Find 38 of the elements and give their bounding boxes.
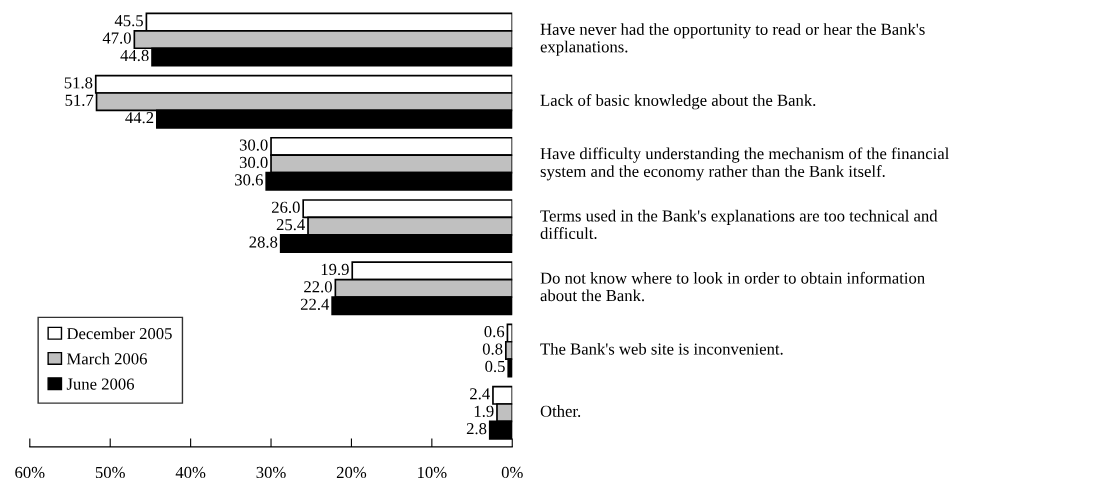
data-label: 2.4 bbox=[470, 388, 490, 400]
data-label: 22.0 bbox=[304, 281, 332, 293]
data-label: 47.0 bbox=[102, 32, 131, 44]
x-tick-label: 20% bbox=[336, 466, 367, 479]
y-tick-label: Have difficulty understanding the mechanism of the financial system and the economy rather than the Bank itself. bbox=[540, 147, 949, 181]
x-tick-label: 60% bbox=[15, 466, 45, 479]
y-tick-label: Terms used in the Bank's explanations are too technical and difficult. bbox=[540, 209, 938, 240]
data-label: 30.0 bbox=[239, 139, 268, 151]
y-tick-label: Other. bbox=[540, 405, 581, 417]
data-label: 0.8 bbox=[482, 343, 503, 355]
y-tick-label: The Bank's web site is inconvenient. bbox=[540, 342, 783, 355]
data-label: 30.6 bbox=[235, 174, 263, 186]
data-label: 44.2 bbox=[125, 112, 154, 124]
x-tick-label: 10% bbox=[418, 466, 447, 479]
data-label: 28.8 bbox=[249, 236, 278, 248]
y-tick-label: Have never had the opportunity to read or hear the Bank's explanations. bbox=[540, 23, 925, 56]
y-tick-label: Lack of basic knowledge about the Bank. bbox=[540, 94, 816, 110]
legend-label: June 2006 bbox=[66, 378, 135, 390]
x-tick-label: 50% bbox=[95, 466, 125, 479]
data-label: 30.0 bbox=[239, 156, 268, 169]
x-tick-label: 40% bbox=[175, 466, 206, 479]
data-label: 1.9 bbox=[474, 405, 494, 417]
data-label: 19.9 bbox=[321, 263, 349, 276]
data-label: 0.6 bbox=[484, 325, 505, 338]
data-label: 25.4 bbox=[276, 219, 305, 231]
data-label: 45.5 bbox=[114, 15, 143, 27]
x-tick-label: 0% bbox=[501, 466, 523, 479]
data-label: 26.0 bbox=[271, 201, 300, 213]
data-label: 2.8 bbox=[466, 423, 487, 435]
legend-label: March 2006 bbox=[66, 352, 147, 365]
legend-label: December 2005 bbox=[66, 327, 172, 340]
data-label: 22.4 bbox=[300, 298, 330, 310]
x-tick-label: 30% bbox=[256, 466, 286, 479]
data-label: 0.5 bbox=[485, 360, 505, 373]
data-label: 51.7 bbox=[65, 94, 94, 106]
data-label: 51.8 bbox=[64, 77, 93, 89]
data-label: 44.8 bbox=[120, 49, 149, 62]
y-tick-label: Do not know where to look in order to obtain information about the Bank. bbox=[540, 271, 925, 302]
